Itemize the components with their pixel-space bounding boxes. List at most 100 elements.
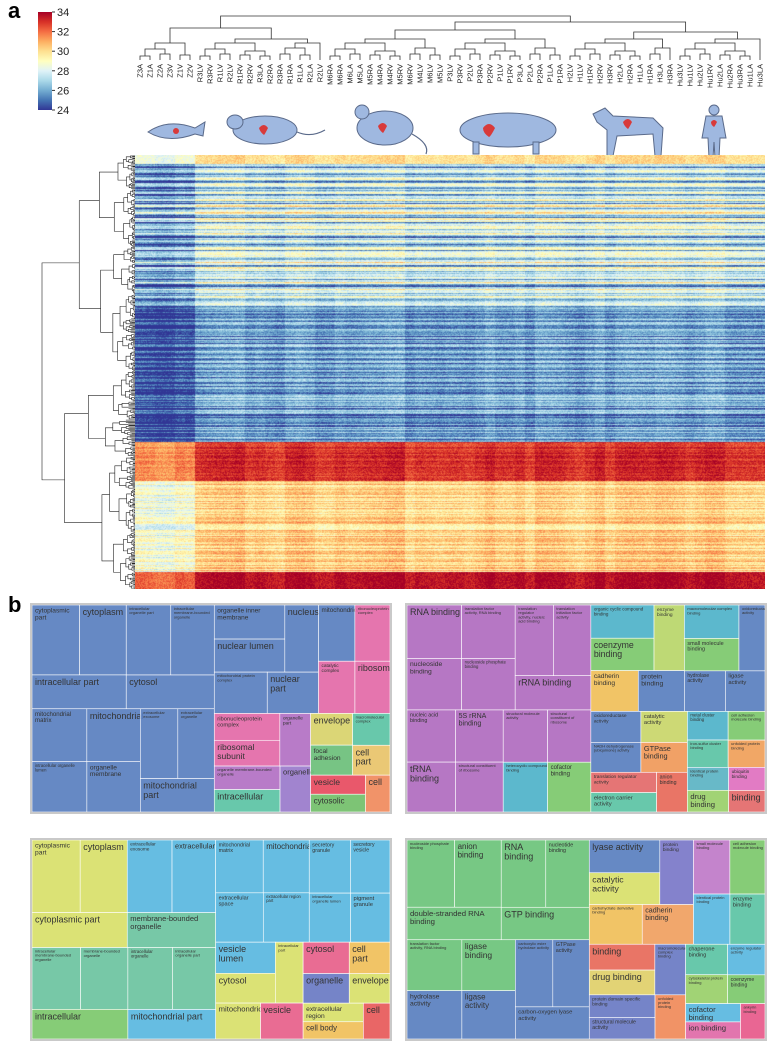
dendrogram-branch: [120, 306, 126, 326]
treemap-cell: intracellular: [32, 1009, 128, 1039]
treemap-cell-label: cell body: [306, 1024, 337, 1033]
column-label: M6LA: [346, 64, 355, 84]
treemap-cell: mitochondrial: [263, 840, 313, 893]
dendrogram-branch: [127, 458, 131, 463]
treemap-cell: cell: [363, 1003, 390, 1039]
dendrogram-branch: [365, 39, 425, 48]
treemap-cell-label: ribosome: [358, 663, 390, 673]
dendrogram-branch: [131, 519, 134, 522]
dendrogram-branch: [630, 56, 640, 60]
column-label: Z2V: [186, 64, 195, 78]
column-label: Z3A: [136, 64, 145, 78]
column-label: M6RA: [326, 64, 335, 85]
dendrogram-branch: [133, 358, 134, 361]
column-label: Hu2LA: [716, 64, 725, 87]
treemap-cell: nucleus: [285, 605, 320, 672]
colorbar-tick-label: 34: [57, 8, 69, 19]
expression-heatmap: [135, 155, 765, 589]
dendrogram-branch: [390, 56, 400, 60]
dendrogram-branch: [634, 32, 738, 39]
dendrogram-branch: [410, 54, 420, 60]
dendrogram-branch: [128, 193, 132, 202]
dendrogram-branch: [131, 168, 132, 170]
treemap-cell-label: vesicle: [314, 777, 341, 787]
treemap-cell-label: mitochondrial part: [131, 1011, 203, 1021]
dendrogram-branch: [124, 251, 130, 259]
treemap-cell-label: organelle: [283, 768, 314, 777]
treemap-cell-label: cytosol: [129, 677, 157, 687]
dendrogram-branch: [345, 43, 385, 51]
dendrogram-branch: [465, 43, 505, 51]
treemap-cell-label: organelle: [306, 976, 343, 986]
dendrogram-branch: [130, 462, 133, 465]
column-label: M4LV: [416, 64, 425, 83]
treemap-cell: ribosome: [355, 661, 390, 713]
treemap-cell-label: mitochondrion: [219, 1005, 267, 1014]
treemap-cell: cytoplasmic part: [32, 913, 127, 948]
column-label: H2LV: [566, 64, 575, 82]
treemap-cell-label: envelope: [314, 715, 351, 725]
treemap-cell: GTP binding: [501, 907, 589, 939]
column-label: R2RV: [246, 64, 255, 84]
treemap-cell: intracellular part: [32, 675, 126, 709]
dendrogram-branch: [126, 391, 130, 397]
treemap-cell-label: binding: [732, 792, 761, 802]
colorbar-tick-label: 24: [57, 105, 69, 117]
column-label: Hu2RA: [726, 64, 735, 88]
dendrogram-branch: [126, 356, 130, 366]
dendrogram-branch: [295, 43, 320, 60]
dendrogram-branch: [650, 54, 660, 60]
dendrogram-branch: [510, 56, 520, 60]
treemap-cell-label: cytoplasmic part: [35, 915, 101, 925]
dendrogram-branch: [120, 564, 126, 581]
column-label: Hu3RA: [736, 64, 745, 88]
column-label: M6LV: [426, 64, 435, 83]
treemap-cell: cytoplasm: [80, 605, 127, 675]
treemap-cell: drug binding: [589, 970, 655, 995]
horse-icon: [593, 108, 663, 156]
column-label: M5RV: [396, 64, 405, 85]
dendrogram-branch: [330, 56, 340, 60]
dendrogram-branch: [102, 495, 114, 561]
dendrogram-branch: [700, 54, 710, 60]
column-label: Z1V: [176, 64, 185, 78]
dendrogram-branch: [240, 55, 250, 60]
dendrogram-branch: [130, 467, 133, 469]
dendrogram-branch: [180, 55, 190, 60]
dendrogram-branch: [145, 49, 165, 56]
